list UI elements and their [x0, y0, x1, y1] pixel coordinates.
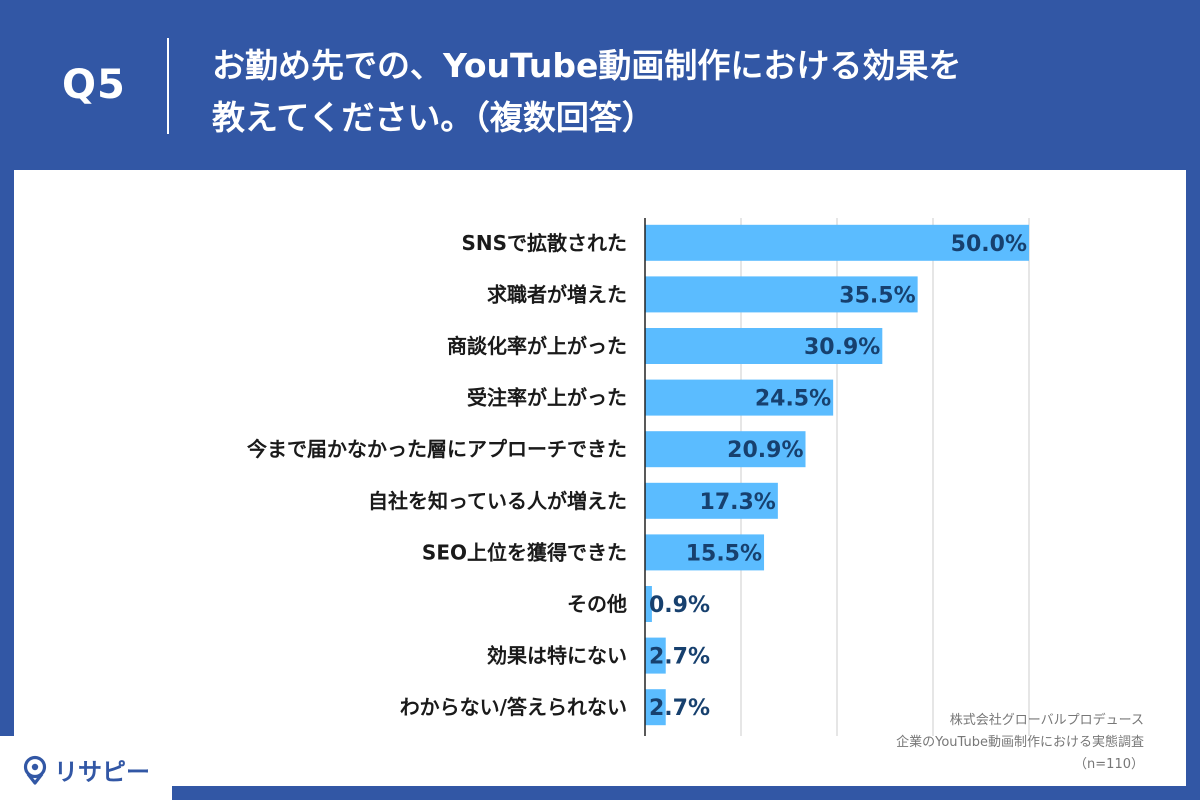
value-label: 20.9%: [727, 438, 803, 463]
question-title: お勤め先での、YouTube動画制作における効果を 教えてください。（複数回答）: [212, 40, 1172, 144]
question-title-line-1: お勤め先での、YouTube動画制作における効果を: [212, 46, 962, 85]
chart-panel: SNSで拡散された 50.0% 求職者が増えた 35.5% 商談化率が上がった 30.9%…: [14, 170, 1186, 786]
category-label: 求職者が増えた: [487, 282, 627, 306]
header-divider: [167, 38, 169, 134]
bar: [645, 224, 1029, 261]
bar: [645, 637, 666, 674]
category-label: 自社を知っている人が増えた: [368, 489, 627, 513]
value-label: 2.7%: [649, 645, 710, 670]
question-title-line-2: 教えてください。（複数回答）: [212, 98, 655, 137]
category-label: 効果は特にない: [487, 644, 627, 668]
value-label: 30.9%: [804, 335, 880, 360]
category-label: その他: [567, 592, 627, 616]
value-label: 0.9%: [649, 593, 710, 618]
source-note: 株式会社グローバルプロデュース 企業のYouTube動画制作における実態調査 （…: [896, 710, 1144, 776]
value-label: 24.5%: [755, 387, 831, 412]
category-label: わからない/答えられない: [400, 695, 627, 719]
bar: [645, 431, 806, 468]
source-company: 株式会社グローバルプロデュース: [949, 713, 1144, 728]
bar: [645, 689, 666, 726]
question-number: Q5: [62, 62, 126, 108]
bar-chart: SNSで拡散された 50.0% 求職者が増えた 35.5% 商談化率が上がった 30.9%…: [247, 218, 1030, 736]
source-survey: 企業のYouTube動画制作における実態調査: [896, 735, 1144, 750]
value-label: 15.5%: [686, 541, 762, 566]
bar: [645, 379, 834, 416]
logo-tab: [0, 736, 172, 800]
location-pin-icon: [23, 755, 47, 785]
brand-logo: リサピー: [22, 752, 150, 787]
category-label: 今まで届かなかった層にアプローチできた: [247, 437, 627, 461]
bar: [645, 534, 765, 571]
value-label: 35.5%: [839, 283, 915, 308]
bar: [645, 482, 778, 519]
question-header: Q5 お勤め先での、YouTube動画制作における効果を 教えてください。（複数…: [0, 0, 1200, 170]
category-label: SEO上位を獲得できた: [422, 540, 627, 564]
bar: [645, 328, 883, 364]
source-sample-size: （n=110）: [1074, 757, 1144, 772]
category-label: 商談化率が上がった: [447, 334, 627, 358]
logo-text: リサピー: [54, 758, 150, 786]
value-label: 50.0%: [951, 232, 1027, 257]
bar: [645, 276, 918, 313]
value-label: 2.7%: [649, 696, 710, 721]
bar: [645, 586, 652, 622]
category-label: SNSで拡散された: [461, 231, 627, 255]
category-label: 受注率が上がった: [467, 386, 627, 410]
value-label: 17.3%: [700, 490, 776, 515]
